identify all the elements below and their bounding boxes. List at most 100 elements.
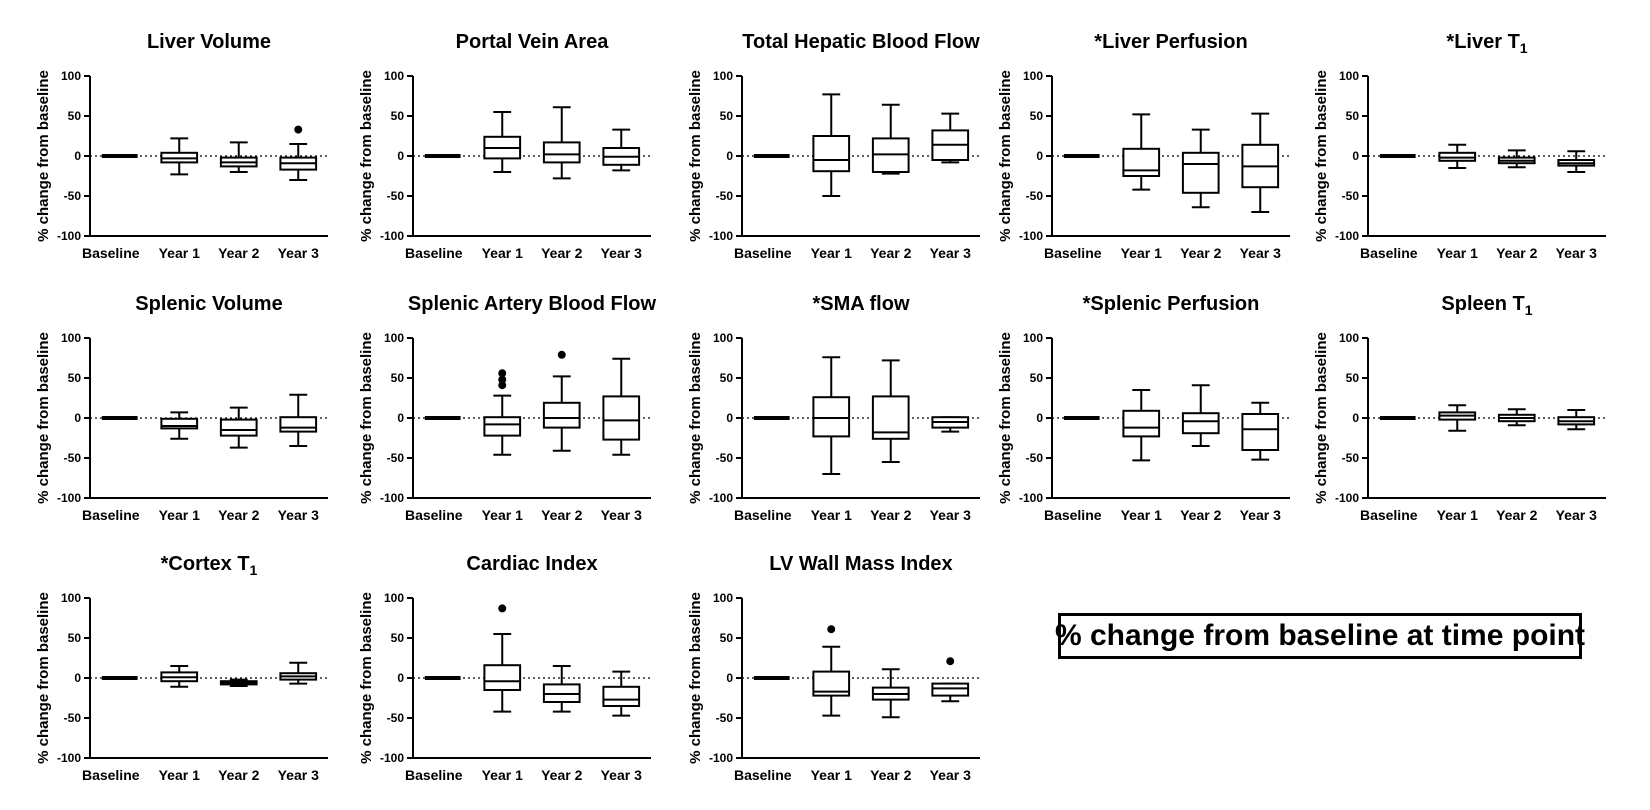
x-tick-label: Year 1 xyxy=(1437,245,1478,261)
spleen-t1-panel: Spleen T1 % change from baseline 100 50 0 -50… xyxy=(1313,293,1606,523)
y-axis-label: % change from baseline xyxy=(35,332,52,504)
y-tick-label: -50 xyxy=(387,451,405,465)
box-iqr xyxy=(483,664,522,692)
box-iqr xyxy=(542,141,581,164)
liver-volume-panel: Liver Volume % change from baseline 100 50 0… xyxy=(35,31,328,261)
x-tick-label: Year 1 xyxy=(159,507,200,523)
x-tick-label: Year 1 xyxy=(482,245,523,261)
x-tick-label: Year 3 xyxy=(1556,507,1597,523)
box-2 xyxy=(483,369,522,456)
y-tick-label: 0 xyxy=(74,149,81,163)
box-iqr xyxy=(483,416,522,437)
y-tick-label: -50 xyxy=(1342,451,1360,465)
box-4 xyxy=(1241,401,1280,461)
lv-wall-mass-index-panel: LV Wall Mass Index % change from baseline… xyxy=(687,553,980,783)
y-axis-label: % change from baseline xyxy=(358,332,375,504)
y-axis-label: % change from baseline xyxy=(997,332,1014,504)
y-axis-label: % change from baseline xyxy=(35,592,52,764)
outlier-point xyxy=(498,604,507,613)
y-tick-label: 50 xyxy=(391,631,405,645)
figure-note-text: % change from baseline at time point xyxy=(1054,619,1586,652)
panel-title: *Liver T1 xyxy=(1446,31,1527,56)
x-tick-label: Year 2 xyxy=(870,507,911,523)
x-tick-label: Year 1 xyxy=(811,767,852,783)
y-tick-label: 50 xyxy=(68,109,82,123)
x-tick-label: Year 2 xyxy=(1496,507,1537,523)
outlier-point xyxy=(827,625,836,634)
y-tick-label: -50 xyxy=(64,711,82,725)
box-2 xyxy=(812,625,851,717)
panel-title: Spleen T1 xyxy=(1441,293,1532,318)
y-tick-label: 100 xyxy=(713,331,733,345)
panel-title: LV Wall Mass Index xyxy=(769,553,952,575)
y-axis-label: % change from baseline xyxy=(358,592,375,764)
y-tick-label: 100 xyxy=(61,69,81,83)
x-tick-label: Year 3 xyxy=(601,767,642,783)
x-tick-label: Baseline xyxy=(734,507,792,523)
box-3 xyxy=(871,103,910,175)
x-tick-label: Year 3 xyxy=(601,507,642,523)
outlier-point xyxy=(498,369,507,378)
x-tick-label: Year 2 xyxy=(218,507,259,523)
x-tick-label: Year 3 xyxy=(601,245,642,261)
box-iqr xyxy=(931,682,970,697)
y-tick-label: 0 xyxy=(397,149,404,163)
x-tick-label: Year 2 xyxy=(870,245,911,261)
sma-flow-panel: *SMA flow % change from baseline 100 50 0 -50… xyxy=(687,293,980,523)
box-2 xyxy=(160,411,199,440)
box-2 xyxy=(812,93,851,197)
box-2 xyxy=(160,137,199,176)
box-4 xyxy=(602,128,641,172)
y-tick-label: 0 xyxy=(397,671,404,685)
y-tick-label: 50 xyxy=(720,109,734,123)
box-3 xyxy=(1497,149,1536,169)
panel-title: *SMA flow xyxy=(812,293,909,315)
y-tick-label: 0 xyxy=(726,671,733,685)
x-tick-label: Year 2 xyxy=(218,245,259,261)
y-tick-label: -100 xyxy=(1019,229,1043,243)
y-tick-label: -100 xyxy=(57,229,81,243)
box-4 xyxy=(931,416,970,433)
panel-title: *Liver Perfusion xyxy=(1094,31,1247,53)
box-3 xyxy=(219,141,258,173)
liver-t1-panel: *Liver T1 % change from baseline 100 50 0 -50… xyxy=(1313,31,1606,261)
y-tick-label: 100 xyxy=(713,591,733,605)
x-tick-label: Baseline xyxy=(82,507,140,523)
figure-note-box: % change from baseline at time point xyxy=(1054,613,1586,659)
x-tick-label: Baseline xyxy=(405,507,463,523)
y-tick-label: 50 xyxy=(1346,109,1360,123)
box-3 xyxy=(871,668,910,719)
box-3 xyxy=(1497,408,1536,427)
box-iqr xyxy=(1181,412,1220,435)
x-tick-label: Year 3 xyxy=(1240,245,1281,261)
x-tick-label: Year 1 xyxy=(482,507,523,523)
y-tick-label: 50 xyxy=(1346,371,1360,385)
y-tick-label: -100 xyxy=(1335,491,1359,505)
panel-title: Splenic Artery Blood Flow xyxy=(408,293,657,315)
y-tick-label: 0 xyxy=(1352,411,1359,425)
y-axis-label: % change from baseline xyxy=(1313,332,1330,504)
y-tick-label: 100 xyxy=(1339,69,1359,83)
y-tick-label: 0 xyxy=(1352,149,1359,163)
y-axis-label: % change from baseline xyxy=(687,332,704,504)
box-3 xyxy=(219,678,258,687)
y-tick-label: 50 xyxy=(720,371,734,385)
y-tick-label: -50 xyxy=(64,451,82,465)
box-4 xyxy=(1557,409,1596,431)
x-tick-label: Year 1 xyxy=(482,767,523,783)
y-tick-label: 50 xyxy=(1030,109,1044,123)
y-tick-label: 0 xyxy=(74,671,81,685)
x-tick-label: Year 1 xyxy=(811,507,852,523)
box-iqr xyxy=(812,135,851,173)
y-axis-label: % change from baseline xyxy=(997,70,1014,242)
y-tick-label: 50 xyxy=(720,631,734,645)
y-tick-label: 0 xyxy=(74,411,81,425)
box-4 xyxy=(602,670,641,717)
x-tick-label: Year 1 xyxy=(159,245,200,261)
y-tick-label: 50 xyxy=(391,371,405,385)
y-tick-label: 0 xyxy=(1036,149,1043,163)
x-tick-label: Baseline xyxy=(734,245,792,261)
y-tick-label: 0 xyxy=(397,411,404,425)
y-tick-label: 0 xyxy=(1036,411,1043,425)
box-4 xyxy=(279,661,318,685)
